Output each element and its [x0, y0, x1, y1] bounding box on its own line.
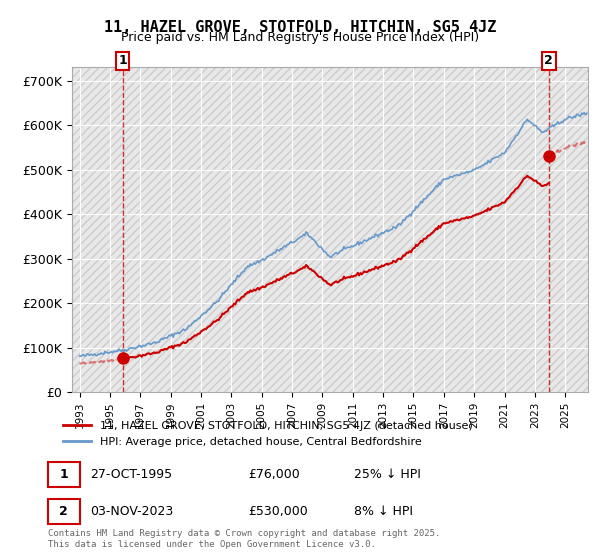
Legend: 11, HAZEL GROVE, STOTFOLD, HITCHIN, SG5 4JZ (detached house), HPI: Average price: 11, HAZEL GROVE, STOTFOLD, HITCHIN, SG5 … [59, 417, 477, 451]
Text: 2: 2 [544, 54, 553, 67]
Text: 1: 1 [59, 468, 68, 481]
FancyBboxPatch shape [48, 462, 80, 487]
Text: 8% ↓ HPI: 8% ↓ HPI [354, 505, 413, 518]
Text: £530,000: £530,000 [248, 505, 308, 518]
Text: 27-OCT-1995: 27-OCT-1995 [90, 468, 172, 481]
Text: Price paid vs. HM Land Registry's House Price Index (HPI): Price paid vs. HM Land Registry's House … [121, 31, 479, 44]
Text: 2: 2 [59, 505, 68, 518]
Text: 25% ↓ HPI: 25% ↓ HPI [354, 468, 421, 481]
Text: Contains HM Land Registry data © Crown copyright and database right 2025.
This d: Contains HM Land Registry data © Crown c… [48, 529, 440, 549]
Text: 11, HAZEL GROVE, STOTFOLD, HITCHIN, SG5 4JZ: 11, HAZEL GROVE, STOTFOLD, HITCHIN, SG5 … [104, 20, 496, 35]
Text: 1: 1 [118, 54, 127, 67]
Text: 03-NOV-2023: 03-NOV-2023 [90, 505, 173, 518]
Text: £76,000: £76,000 [248, 468, 301, 481]
FancyBboxPatch shape [48, 499, 80, 524]
